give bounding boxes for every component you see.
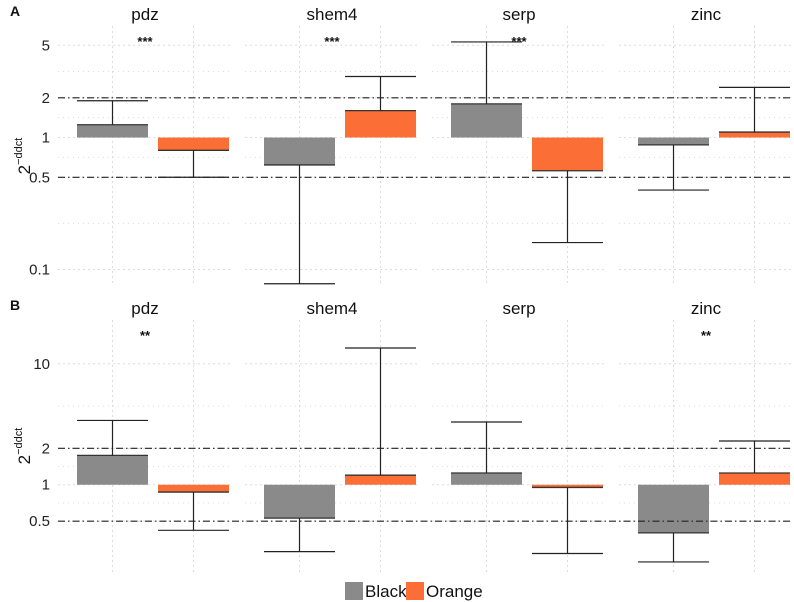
legend: Black Orange xyxy=(345,582,483,601)
bar-black xyxy=(638,484,709,533)
y-axis-label: 2−ddct xyxy=(13,428,34,465)
facet-shem4: shem4 xyxy=(264,299,416,553)
legend-swatch-orange xyxy=(406,582,424,600)
bar-black xyxy=(451,103,522,138)
bar-orange xyxy=(345,475,416,485)
y-tick-label: 1 xyxy=(42,130,50,147)
bar-black xyxy=(77,124,148,138)
facet-title: shem4 xyxy=(306,299,357,318)
facet-title: serp xyxy=(502,5,535,24)
facet-zinc: zinc xyxy=(638,5,790,191)
bar-orange xyxy=(345,110,416,138)
facet-serp: serp*** xyxy=(451,5,603,244)
significance-marker: *** xyxy=(324,34,340,49)
panel-B: B 0.5 1 2 10 2−ddct pdz ** shem4 serp zinc ** xyxy=(10,297,793,572)
bar-orange xyxy=(532,484,603,488)
bar-orange xyxy=(719,132,790,138)
panel-label: A xyxy=(10,3,20,19)
panel-label: B xyxy=(10,297,20,313)
facet-grid xyxy=(58,320,232,572)
bar-orange xyxy=(158,137,229,151)
y-tick-label: 5 xyxy=(42,37,50,54)
facet-title: pdz xyxy=(131,299,158,318)
bar-black xyxy=(264,484,335,519)
bar-black xyxy=(451,473,522,485)
y-tick-label: 2 xyxy=(42,440,50,457)
panel-A: A 0.1 0.5 1 2 5 2−ddct pdz *** shem4 *** serp*** zin… xyxy=(10,3,793,286)
bar-black xyxy=(264,137,335,165)
y-tick-label: 10 xyxy=(33,356,50,373)
y-tick-label: 1 xyxy=(42,477,50,494)
y-tick-label: 0.5 xyxy=(29,513,50,530)
bar-orange xyxy=(532,137,603,171)
facet-title: zinc xyxy=(691,5,722,24)
facet-shem4: shem4 *** xyxy=(264,5,416,285)
bar-black xyxy=(638,137,709,145)
y-tick-label: 0.5 xyxy=(29,169,50,186)
significance-marker: ** xyxy=(701,328,712,343)
facet-pdz: pdz ** xyxy=(77,299,229,531)
bar-orange xyxy=(719,473,790,485)
y-tick-label: 2 xyxy=(42,90,50,107)
facet-zinc: zinc ** xyxy=(638,299,790,563)
bar-black xyxy=(77,455,148,485)
facet-grid xyxy=(245,320,419,572)
facet-grid xyxy=(619,26,793,286)
facet-grid xyxy=(432,320,606,572)
y-axis-label: 2−ddct xyxy=(13,138,34,175)
facet-pdz: pdz *** xyxy=(77,5,229,178)
significance-marker: *** xyxy=(137,34,153,49)
legend-swatch-black xyxy=(345,582,363,600)
significance-marker: ** xyxy=(140,328,151,343)
facet-title: pdz xyxy=(131,5,158,24)
facet-grid xyxy=(619,320,793,572)
y-tick-label: 0.1 xyxy=(29,262,50,279)
legend-label: Black xyxy=(365,582,407,601)
facet-title: serp xyxy=(502,299,535,318)
bar-orange xyxy=(158,484,229,493)
legend-label: Orange xyxy=(426,582,483,601)
facet-serp: serp xyxy=(451,299,603,555)
facet-title: zinc xyxy=(691,299,722,318)
facet-grid xyxy=(58,26,232,286)
facet-title: shem4 xyxy=(306,5,357,24)
